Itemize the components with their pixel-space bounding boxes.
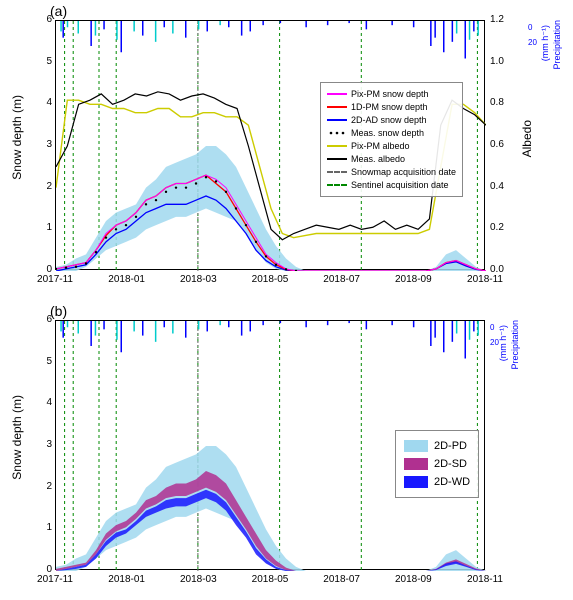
legend-swatch	[327, 119, 347, 121]
legend-row: Pix-PM albedo	[327, 140, 456, 152]
tick-label: 0	[528, 23, 532, 32]
tick-label: 0	[490, 323, 494, 332]
tick-label: 20	[490, 338, 499, 347]
legend-row: 2D-SD	[404, 456, 470, 472]
tick-label: 2018-05	[240, 574, 300, 585]
legend-label: Pix-PM snow depth	[351, 89, 429, 99]
tick-label: 2	[32, 481, 52, 492]
legend-row: 2D-AD snow depth	[327, 114, 456, 126]
legend-swatch	[327, 184, 347, 186]
tick-label: 2018-11	[455, 274, 515, 285]
legend-swatch	[327, 93, 347, 95]
legend-row: Pix-PM snow depth	[327, 88, 456, 100]
tick-label: 3	[32, 139, 52, 150]
figure-root: (a) Snow depth (m) Albedo Precipitation …	[0, 0, 573, 600]
legend-swatch	[327, 158, 347, 160]
panel-a-yleft-label: Snow depth (m)	[10, 95, 24, 180]
legend-swatch	[404, 476, 428, 488]
tick-label: 2018-03	[168, 574, 228, 585]
panel-a-yright2-units: (mm h⁻¹)	[540, 25, 550, 61]
legend-row: Meas. snow depth	[327, 127, 456, 139]
panel-a-yright2-label: Precipitation	[552, 20, 562, 70]
legend-swatch	[327, 129, 347, 137]
tick-label: 2018-07	[312, 574, 372, 585]
legend-label: Pix-PM albedo	[351, 141, 410, 151]
tick-label: 3	[32, 439, 52, 450]
panel-b-yright2-label: Precipitation	[510, 320, 520, 370]
tick-label: 1	[32, 222, 52, 233]
legend-row: Meas. albedo	[327, 153, 456, 165]
tick-label: 5	[32, 356, 52, 367]
legend-label: Snowmap acquisition date	[351, 167, 456, 177]
legend-row: 2D-WD	[404, 474, 470, 490]
panel-a-label: (a)	[50, 3, 67, 19]
legend-label: 1D-PM snow depth	[351, 102, 428, 112]
legend-label: 2D-SD	[434, 458, 467, 470]
panel-a-yright1-label: Albedo	[520, 120, 534, 157]
tick-label: 2018-03	[168, 274, 228, 285]
legend-label: 2D-WD	[434, 476, 470, 488]
tick-label: 0.2	[490, 222, 520, 233]
tick-label: 2017-11	[25, 274, 85, 285]
tick-label: 2018-01	[97, 574, 157, 585]
tick-label: 6	[32, 14, 52, 25]
tick-label: 2018-09	[383, 274, 443, 285]
legend-swatch	[404, 440, 428, 452]
tick-label: 2017-11	[25, 574, 85, 585]
tick-label: 4	[32, 97, 52, 108]
tick-label: 1.0	[490, 56, 520, 67]
tick-label: 20	[528, 38, 537, 47]
panel-b-legend: 2D-PD 2D-SD 2D-WD	[395, 430, 479, 498]
tick-label: 1	[32, 522, 52, 533]
legend-swatch	[327, 145, 347, 147]
tick-label: 4	[32, 397, 52, 408]
tick-label: 0.8	[490, 97, 520, 108]
panel-b-label: (b)	[50, 303, 67, 319]
tick-label: 0.4	[490, 181, 520, 192]
tick-label: 2018-09	[383, 574, 443, 585]
tick-label: 1.2	[490, 14, 520, 25]
tick-label: 2018-01	[97, 274, 157, 285]
tick-label: 2	[32, 181, 52, 192]
legend-label: Sentinel acquisition date	[351, 180, 449, 190]
legend-swatch	[327, 106, 347, 108]
legend-row: Sentinel acquisition date	[327, 179, 456, 191]
legend-label: Meas. albedo	[351, 154, 405, 164]
legend-label: 2D-AD snow depth	[351, 115, 427, 125]
tick-label: 6	[32, 314, 52, 325]
tick-label: 2018-07	[312, 274, 372, 285]
tick-label: 5	[32, 56, 52, 67]
legend-label: Meas. snow depth	[351, 128, 424, 138]
panel-a-legend: Pix-PM snow depth 1D-PM snow depth 2D-AD s…	[320, 82, 463, 197]
legend-swatch	[404, 458, 428, 470]
panel-b-yleft-label: Snow depth (m)	[10, 395, 24, 480]
legend-row: 2D-PD	[404, 438, 470, 454]
panel-b-yright2-units: (mm h⁻¹)	[498, 325, 508, 361]
legend-swatch	[327, 171, 347, 173]
legend-label: 2D-PD	[434, 440, 467, 452]
tick-label: 2018-11	[455, 574, 515, 585]
tick-label: 0.6	[490, 139, 520, 150]
legend-row: 1D-PM snow depth	[327, 101, 456, 113]
legend-row: Snowmap acquisition date	[327, 166, 456, 178]
tick-label: 2018-05	[240, 274, 300, 285]
